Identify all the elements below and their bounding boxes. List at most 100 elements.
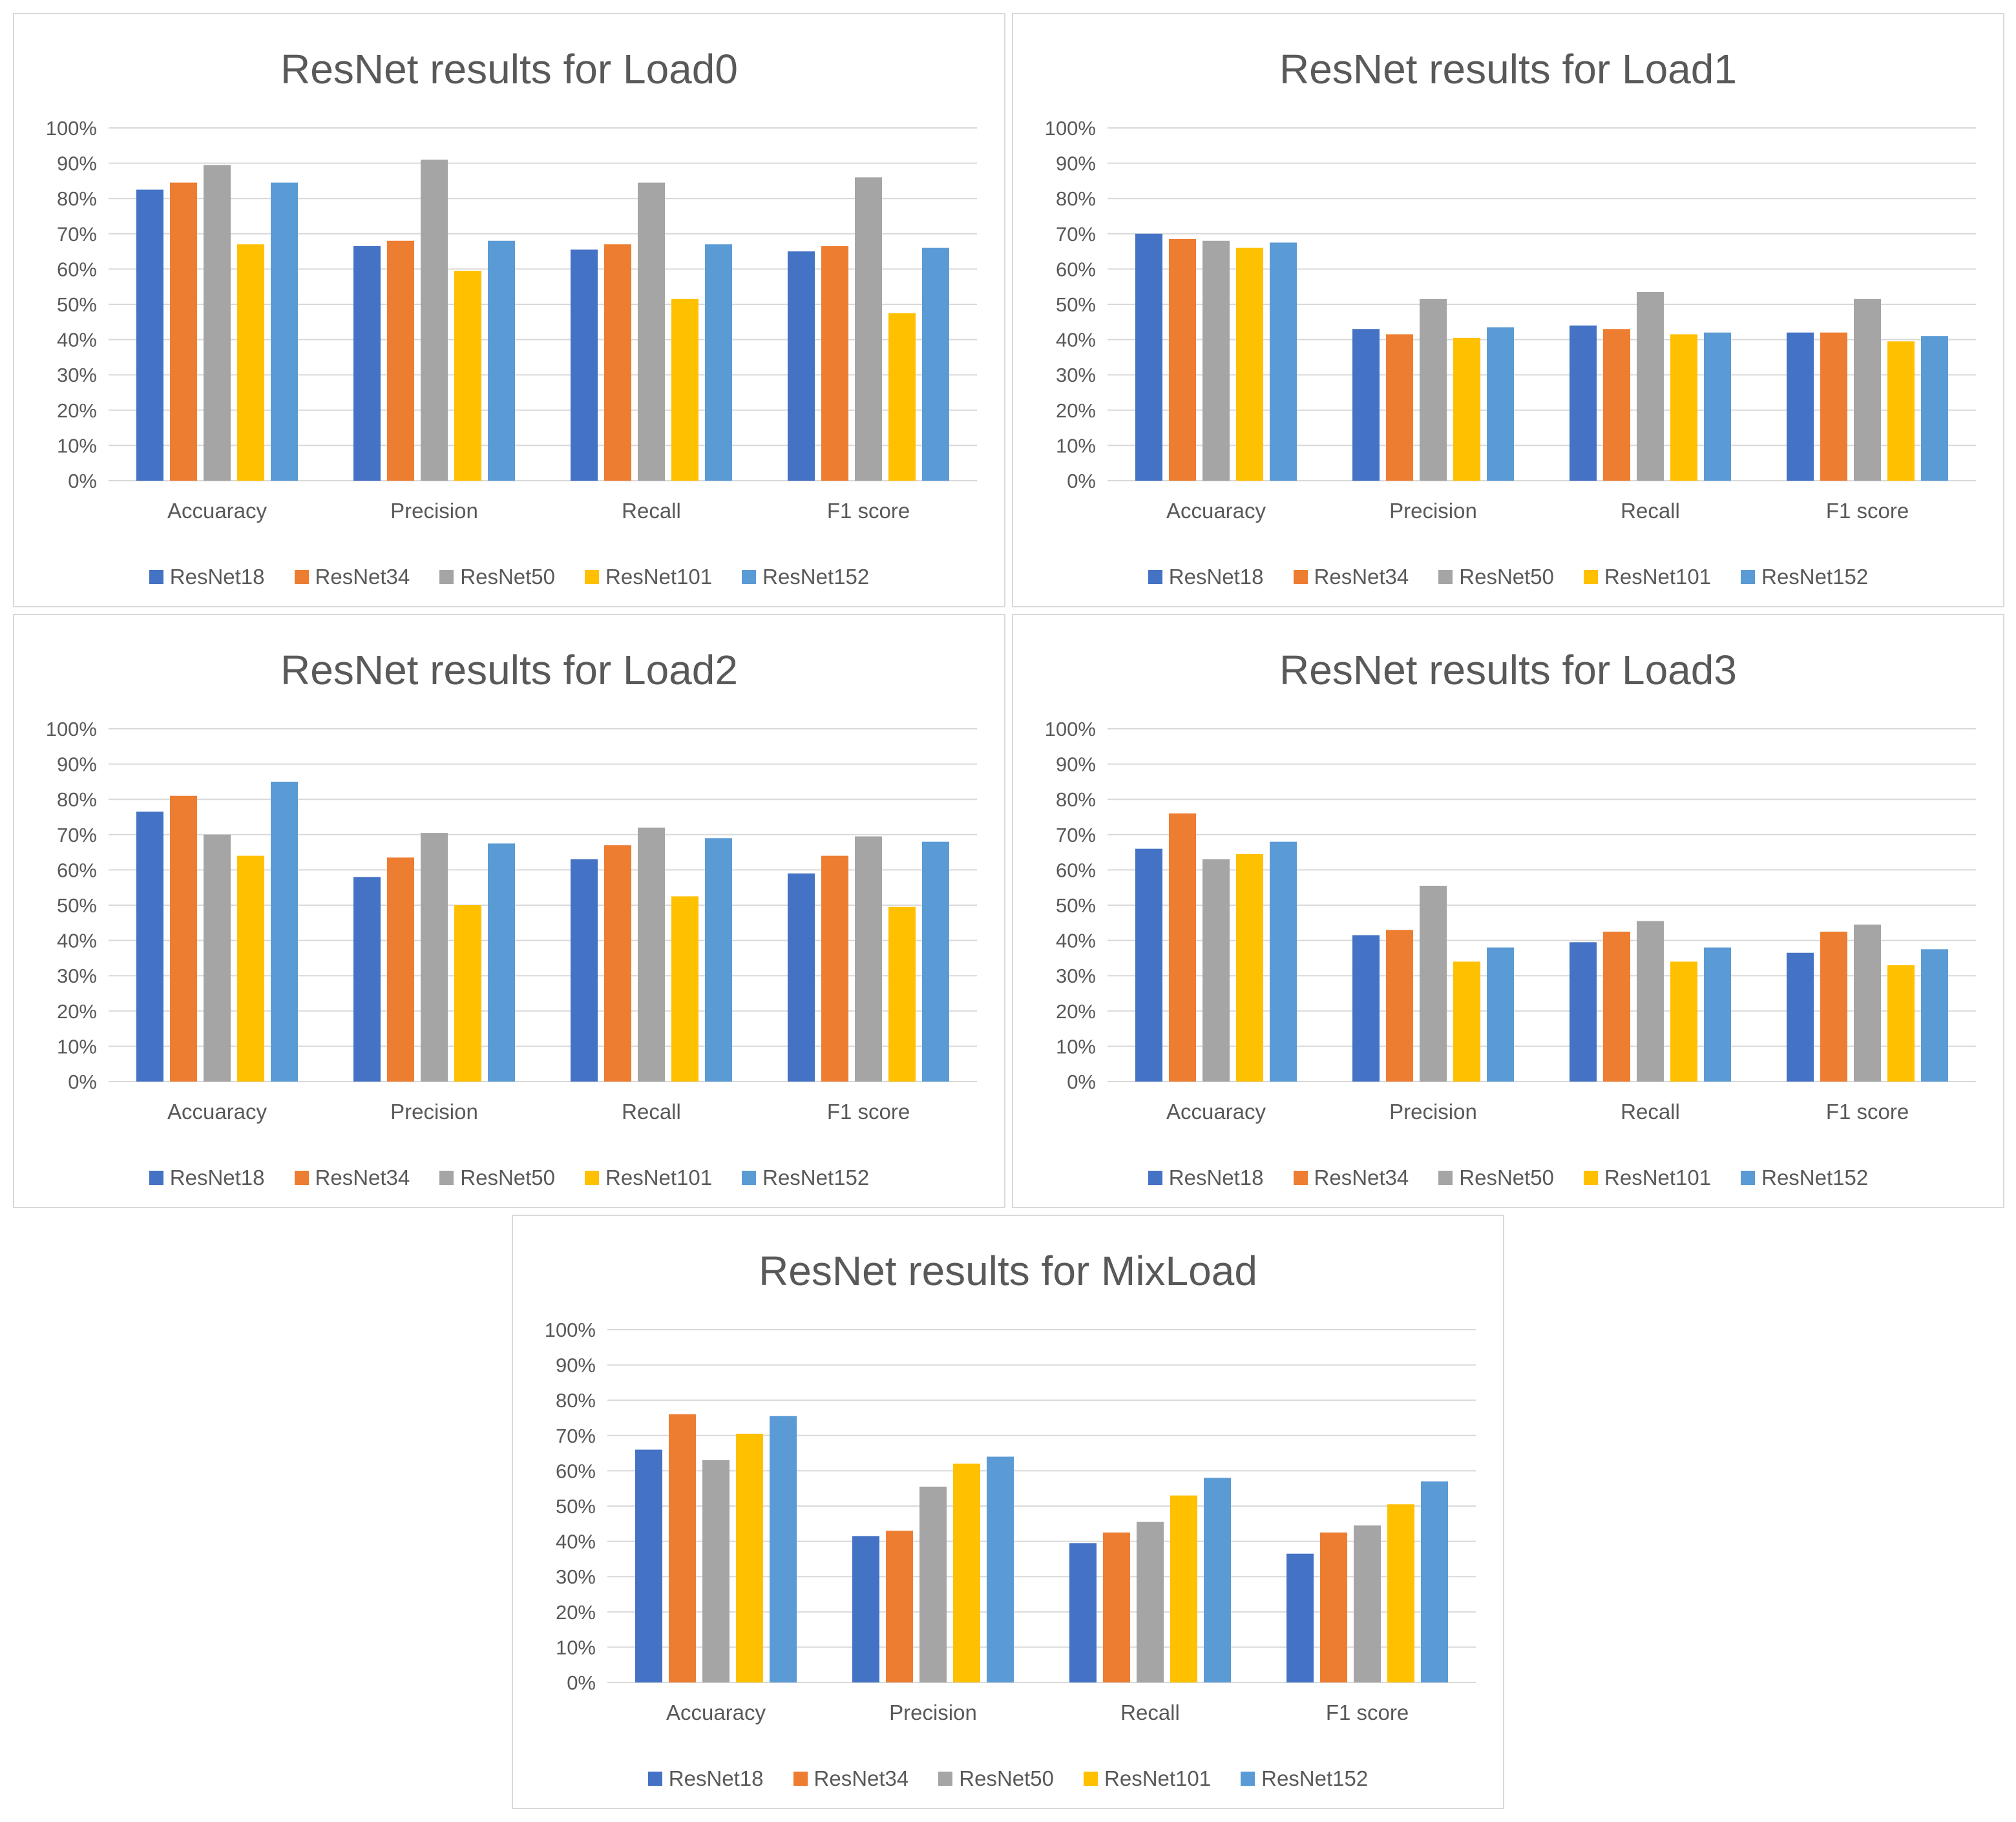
legend-label: ResNet34 (315, 565, 410, 589)
bar-resnet101 (1887, 341, 1915, 481)
x-tick-label: Accuaracy (167, 499, 268, 523)
legend-label: ResNet34 (814, 1766, 909, 1790)
bar-resnet18 (1787, 952, 1814, 1082)
legend-label: ResNet101 (1604, 565, 1712, 589)
bar-resnet152 (922, 247, 949, 481)
y-tick-label: 0% (68, 470, 97, 492)
bar-resnet50 (1202, 859, 1230, 1082)
y-tick-label: 80% (57, 187, 97, 210)
x-tick-label: F1 score (1826, 499, 1909, 523)
y-tick-label: 100% (46, 718, 97, 740)
x-tick-label: F1 score (1326, 1701, 1409, 1724)
legend-item-resnet34: ResNet34 (793, 1766, 909, 1791)
bar-resnet18 (571, 859, 598, 1082)
y-tick-label: 0% (1067, 1071, 1096, 1093)
y-tick-label: 40% (57, 930, 97, 952)
y-tick-label: 80% (57, 788, 97, 811)
legend-label: ResNet18 (1168, 1166, 1264, 1189)
bar-resnet50 (702, 1460, 730, 1682)
x-tick-label: F1 score (827, 499, 910, 523)
bar-resnet18 (1352, 935, 1380, 1082)
y-tick-label: 40% (1056, 329, 1096, 351)
legend-label: ResNet152 (1761, 565, 1869, 589)
bar-resnet152 (705, 244, 732, 481)
legend-swatch (1438, 1171, 1453, 1185)
legend-item-resnet34: ResNet34 (294, 565, 410, 589)
legend-item-resnet50: ResNet50 (1438, 565, 1554, 589)
y-tick-label: 40% (556, 1531, 596, 1553)
y-tick-label: 20% (556, 1601, 596, 1624)
legend-label: ResNet152 (1761, 1166, 1869, 1189)
x-tick-label: F1 score (1826, 1100, 1909, 1124)
bar-resnet50 (204, 165, 231, 481)
chart-plot: 0% 10% 20% 30% 40% 50% 60% 70% 80% 90% 100% Accuara… (1045, 117, 1976, 523)
y-tick-label: 30% (57, 965, 97, 987)
legend-item-resnet18: ResNet18 (149, 565, 265, 589)
legend-label: ResNet34 (1314, 565, 1409, 589)
y-tick-label: 40% (57, 329, 97, 351)
legend-item-resnet50: ResNet50 (938, 1766, 1054, 1791)
y-tick-label: 90% (556, 1354, 596, 1377)
bar-resnet18 (1570, 325, 1597, 481)
bar-resnet152 (1421, 1481, 1448, 1682)
legend-swatch (585, 1171, 600, 1185)
y-tick-label: 80% (1056, 187, 1096, 210)
y-tick-label: 90% (57, 753, 97, 776)
legend-item-resnet18: ResNet18 (647, 1766, 764, 1791)
bar-resnet34 (1386, 334, 1413, 481)
y-tick-label: 20% (57, 1000, 97, 1023)
legend-item-resnet34: ResNet34 (294, 1166, 410, 1190)
bar-resnet34 (604, 244, 631, 481)
y-tick-label: 10% (1056, 434, 1096, 457)
bar-resnet101 (454, 271, 481, 481)
bar-resnet152 (705, 838, 732, 1082)
bar-resnet152 (770, 1416, 797, 1682)
chart-panel-load0: 0% 10% 20% 30% 40% 50% 60% 70% 80% 90% 100% Accuara… (13, 13, 1005, 607)
bar-resnet34 (1320, 1532, 1347, 1682)
bar-resnet18 (353, 877, 381, 1082)
x-tick-label: Accuaracy (666, 1701, 766, 1724)
bar-resnet101 (953, 1463, 980, 1682)
legend-swatch (439, 1171, 454, 1185)
bar-resnet50 (1202, 240, 1230, 481)
y-tick-label: 100% (545, 1319, 596, 1341)
legend-swatch (1584, 1171, 1599, 1185)
legend-label: ResNet18 (169, 565, 265, 589)
y-tick-label: 60% (556, 1460, 596, 1482)
bar-resnet34 (604, 845, 631, 1082)
bar-resnet34 (387, 240, 414, 481)
y-tick-label: 70% (57, 824, 97, 846)
x-tick-label: Accuaracy (1166, 1100, 1266, 1124)
bar-resnet50 (1420, 298, 1447, 481)
y-tick-label: 70% (57, 223, 97, 246)
bar-resnet101 (1453, 337, 1480, 481)
bar-resnet101 (736, 1434, 763, 1682)
bar-resnet34 (1820, 931, 1847, 1082)
legend-swatch (439, 570, 454, 584)
bar-resnet101 (1236, 853, 1263, 1082)
bar-resnet101 (671, 298, 698, 481)
x-tick-label: Recall (622, 499, 681, 523)
legend-swatch (1293, 570, 1308, 584)
chart-plot: 0% 10% 20% 30% 40% 50% 60% 70% 80% 90% 100% Accuara… (1045, 718, 1976, 1124)
bar-resnet34 (1603, 329, 1630, 481)
chart-title: ResNet results for Load1 (1279, 46, 1737, 92)
bar-resnet50 (421, 833, 448, 1082)
bar-resnet18 (136, 189, 163, 481)
legend-swatch (1084, 1772, 1098, 1786)
y-tick-label: 20% (1056, 399, 1096, 422)
chart-legend: ResNet18 ResNet34 ResNet50 ResNet101 Res… (14, 565, 1004, 589)
y-tick-label: 0% (68, 1071, 97, 1093)
bar-resnet34 (1603, 931, 1630, 1082)
legend-swatch (1148, 1171, 1162, 1185)
bar-resnet152 (1487, 327, 1514, 481)
legend-item-resnet152: ResNet152 (742, 1166, 869, 1190)
x-tick-label: Recall (1120, 1701, 1180, 1724)
legend-item-resnet101: ResNet101 (585, 1166, 712, 1190)
bar-resnet101 (1236, 247, 1263, 481)
y-tick-label: 0% (1067, 470, 1096, 492)
y-tick-label: 0% (567, 1671, 596, 1694)
bar-resnet152 (1270, 242, 1297, 481)
bar-resnet101 (1887, 965, 1915, 1082)
bar-resnet34 (1169, 238, 1196, 481)
